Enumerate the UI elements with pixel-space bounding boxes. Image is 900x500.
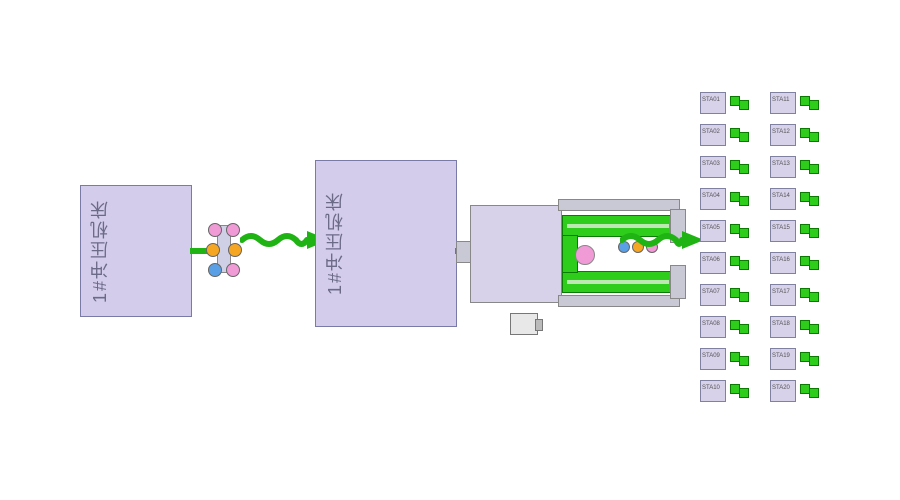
station-cell: STA06 <box>700 250 756 276</box>
station-cell: STA18 <box>770 314 826 340</box>
station-cell: STA07 <box>700 282 756 308</box>
station-cell: STA14 <box>770 186 826 212</box>
station-cell: STA12 <box>770 122 826 148</box>
roller-conveyor <box>208 225 238 275</box>
flow-arrow-2 <box>620 225 710 255</box>
station-cell: STA05 <box>700 218 756 244</box>
station-cell: STA17 <box>770 282 826 308</box>
station-cell: STA04 <box>700 186 756 212</box>
station-grid: STA01 STA11 STA02 STA12 STA03 STA13 STA04 STA14… <box>700 90 840 410</box>
diagram-stage: 1#冲压机床 1#冲压机床 STA01STA11STA02STA12STA03S… <box>0 0 900 500</box>
press-machine-1: 1#冲压机床 <box>80 185 192 317</box>
station-cell: STA09 <box>700 346 756 372</box>
station-cell: STA10 <box>700 378 756 404</box>
press-assembly <box>470 185 690 345</box>
station-cell: STA20 <box>770 378 826 404</box>
press-machine-2: 1#冲压机床 <box>315 160 457 327</box>
station-cell: STA11 <box>770 90 826 116</box>
station-cell: STA03 <box>700 154 756 180</box>
press-machine-1-label: 1#冲压机床 <box>87 199 113 303</box>
station-cell: STA16 <box>770 250 826 276</box>
station-cell: STA19 <box>770 346 826 372</box>
press-machine-2-label: 1#冲压机床 <box>322 191 348 295</box>
station-cell: STA15 <box>770 218 826 244</box>
station-cell: STA08 <box>700 314 756 340</box>
station-cell: STA13 <box>770 154 826 180</box>
station-cell: STA01 <box>700 90 756 116</box>
station-cell: STA02 <box>700 122 756 148</box>
